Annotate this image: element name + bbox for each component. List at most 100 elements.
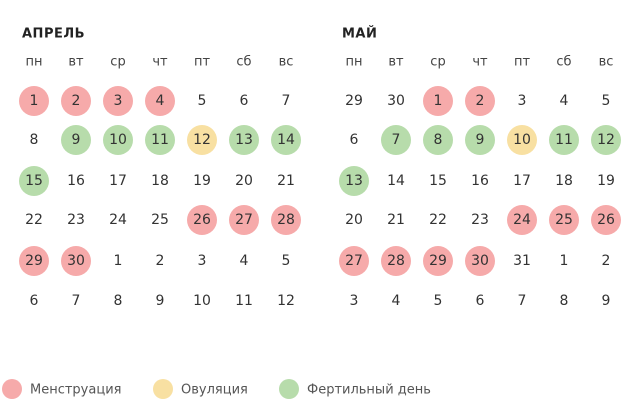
weekday: пн <box>26 55 43 70</box>
day: 3 <box>350 293 359 309</box>
day: 2 <box>72 93 81 109</box>
weekday: вс <box>279 55 294 70</box>
day-marker <box>229 205 259 235</box>
day: 17 <box>109 173 127 189</box>
day-marker <box>187 125 217 155</box>
day: 23 <box>471 212 489 228</box>
day: 19 <box>597 173 615 189</box>
day: 5 <box>198 93 207 109</box>
weekday: вт <box>68 55 84 70</box>
day: 21 <box>277 173 295 189</box>
day: 19 <box>193 173 211 189</box>
legend-label: Овуляция <box>181 383 248 398</box>
day: 7 <box>518 293 527 309</box>
day: 1 <box>114 253 123 269</box>
day: 30 <box>471 253 489 269</box>
day-marker <box>145 125 175 155</box>
day: 11 <box>151 132 169 148</box>
day-marker <box>465 125 495 155</box>
day-marker <box>103 86 133 116</box>
day: 2 <box>602 253 611 269</box>
day-marker <box>465 246 495 276</box>
day: 18 <box>151 173 169 189</box>
day: 15 <box>25 173 43 189</box>
day: 2 <box>476 93 485 109</box>
day: 8 <box>434 132 443 148</box>
day: 10 <box>193 293 211 309</box>
day: 29 <box>429 253 447 269</box>
day: 7 <box>72 293 81 309</box>
day: 8 <box>30 132 39 148</box>
day-marker <box>591 205 621 235</box>
weekday: сб <box>556 55 571 70</box>
day-marker <box>19 246 49 276</box>
weekday: вт <box>388 55 404 70</box>
day: 27 <box>235 212 253 228</box>
day: 7 <box>282 93 291 109</box>
day-marker <box>423 86 453 116</box>
day: 7 <box>392 132 401 148</box>
day: 16 <box>471 173 489 189</box>
day: 5 <box>602 93 611 109</box>
weekday: вс <box>599 55 614 70</box>
day: 6 <box>30 293 39 309</box>
day-marker <box>103 125 133 155</box>
day: 18 <box>555 173 573 189</box>
day: 14 <box>387 173 405 189</box>
day: 26 <box>597 212 615 228</box>
legend-swatch <box>279 379 299 399</box>
day-marker <box>229 125 259 155</box>
day: 25 <box>555 212 573 228</box>
day: 24 <box>109 212 127 228</box>
day-marker <box>61 246 91 276</box>
day: 10 <box>109 132 127 148</box>
day-marker <box>19 166 49 196</box>
day: 13 <box>235 132 253 148</box>
day: 3 <box>114 93 123 109</box>
day-marker <box>507 205 537 235</box>
weekday: сб <box>236 55 251 70</box>
legend-label: Фертильный день <box>307 383 431 398</box>
day: 30 <box>67 253 85 269</box>
day-marker <box>271 125 301 155</box>
day: 28 <box>277 212 295 228</box>
day-marker <box>145 86 175 116</box>
day: 8 <box>560 293 569 309</box>
day: 3 <box>518 93 527 109</box>
day: 20 <box>235 173 253 189</box>
day-marker <box>271 205 301 235</box>
day: 6 <box>350 132 359 148</box>
day: 15 <box>429 173 447 189</box>
day-marker <box>465 86 495 116</box>
day: 30 <box>387 93 405 109</box>
day: 9 <box>72 132 81 148</box>
day: 23 <box>67 212 85 228</box>
day: 22 <box>429 212 447 228</box>
day: 21 <box>387 212 405 228</box>
day: 22 <box>25 212 43 228</box>
day-marker <box>381 246 411 276</box>
day: 12 <box>193 132 211 148</box>
day-marker <box>591 125 621 155</box>
day: 8 <box>114 293 123 309</box>
day: 6 <box>240 93 249 109</box>
day: 31 <box>513 253 531 269</box>
day: 29 <box>345 93 363 109</box>
day: 25 <box>151 212 169 228</box>
weekday: пн <box>346 55 363 70</box>
day: 26 <box>193 212 211 228</box>
day: 9 <box>602 293 611 309</box>
weekday: чт <box>152 55 168 70</box>
day: 11 <box>235 293 253 309</box>
day: 4 <box>156 93 165 109</box>
day: 6 <box>476 293 485 309</box>
day: 1 <box>434 93 443 109</box>
weekday: пт <box>514 55 530 70</box>
day-marker <box>19 86 49 116</box>
day-marker <box>187 205 217 235</box>
day: 5 <box>282 253 291 269</box>
day: 28 <box>387 253 405 269</box>
day: 12 <box>277 293 295 309</box>
day: 17 <box>513 173 531 189</box>
day: 3 <box>198 253 207 269</box>
